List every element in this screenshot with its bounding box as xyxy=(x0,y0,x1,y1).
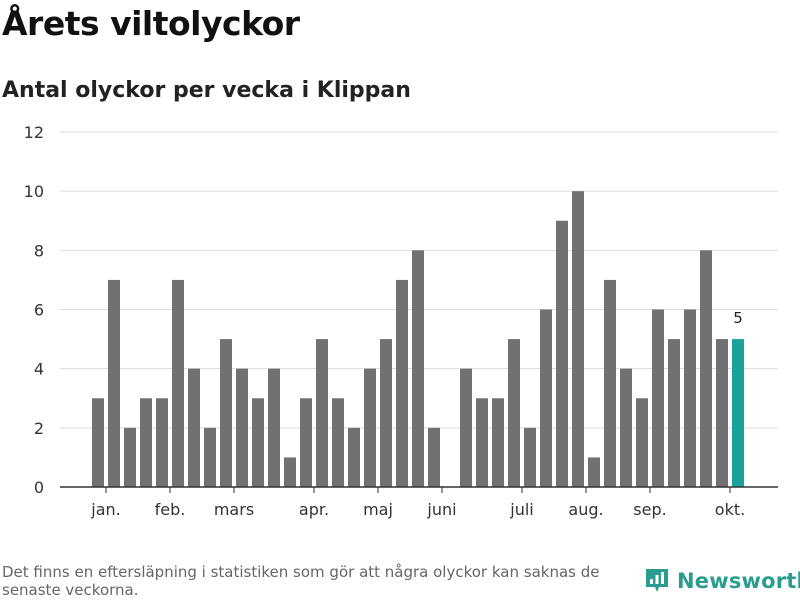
bar-chart: 0 2 4 6 8 10 12 5 jan. feb. mars apr. maj juni juli aug… xyxy=(24,123,778,519)
bar xyxy=(300,398,312,487)
x-tick-label: juni xyxy=(426,500,456,519)
bar xyxy=(540,309,552,487)
y-tick-label: 10 xyxy=(24,182,44,201)
y-tick-label: 6 xyxy=(34,301,44,320)
bar xyxy=(476,398,488,487)
bar xyxy=(188,368,200,487)
x-tick-label: feb. xyxy=(155,500,186,519)
y-tick-label: 2 xyxy=(34,419,44,438)
axes: 0 2 4 6 8 10 12 5 jan. feb. mars apr. maj juni juli aug… xyxy=(24,123,778,519)
y-tick-label: 12 xyxy=(24,123,44,142)
bar xyxy=(204,427,216,487)
bar xyxy=(140,398,152,487)
brand-name: Newsworthy xyxy=(677,569,800,593)
bar xyxy=(108,279,120,487)
x-tick-label: aug. xyxy=(568,500,603,519)
bar xyxy=(508,339,520,487)
bar xyxy=(492,398,504,487)
bar xyxy=(556,220,568,487)
bar xyxy=(172,279,184,487)
bar xyxy=(604,279,616,487)
bar xyxy=(428,427,440,487)
y-tick-label: 0 xyxy=(34,478,44,497)
bar xyxy=(636,398,648,487)
bar xyxy=(716,339,728,487)
bar xyxy=(252,398,264,487)
bar xyxy=(284,457,296,487)
bar xyxy=(668,339,680,487)
chart-subtitle: Antal olyckor per vecka i Klippan xyxy=(2,78,411,103)
bar xyxy=(588,457,600,487)
bar xyxy=(236,368,248,487)
bar xyxy=(620,368,632,487)
y-tick-label: 8 xyxy=(34,241,44,260)
y-tick-label: 4 xyxy=(34,360,44,379)
bar xyxy=(396,279,408,487)
x-tick-label: sep. xyxy=(633,500,666,519)
newsworthy-logo-icon xyxy=(646,569,668,592)
footnote: Det finns en eftersläpning i statistiken… xyxy=(2,563,600,599)
bar xyxy=(92,398,104,487)
x-tick-label: jan. xyxy=(90,500,120,519)
bar xyxy=(348,427,360,487)
bar xyxy=(684,309,696,487)
bar xyxy=(364,368,376,487)
bar xyxy=(412,250,424,487)
x-tick-label: maj xyxy=(363,500,393,519)
bar xyxy=(124,427,136,487)
bar xyxy=(524,427,536,487)
bar-highlight xyxy=(732,339,744,487)
bar xyxy=(572,191,584,487)
x-tick-label: okt. xyxy=(715,500,745,519)
bar xyxy=(316,339,328,487)
x-tick-label: mars xyxy=(214,500,254,519)
brand-logo: Newsworthy xyxy=(645,568,800,594)
bar-data-label: 5 xyxy=(733,309,743,327)
bar xyxy=(700,250,712,487)
bar xyxy=(268,368,280,487)
bar xyxy=(332,398,344,487)
bar xyxy=(156,398,168,487)
bar xyxy=(380,339,392,487)
bar xyxy=(460,368,472,487)
x-tick-label: juli xyxy=(509,500,533,519)
bar xyxy=(220,339,232,487)
x-tick-label: apr. xyxy=(299,500,329,519)
bars xyxy=(92,191,744,487)
chart-title: Årets viltolyckor xyxy=(2,4,300,43)
bar xyxy=(652,309,664,487)
